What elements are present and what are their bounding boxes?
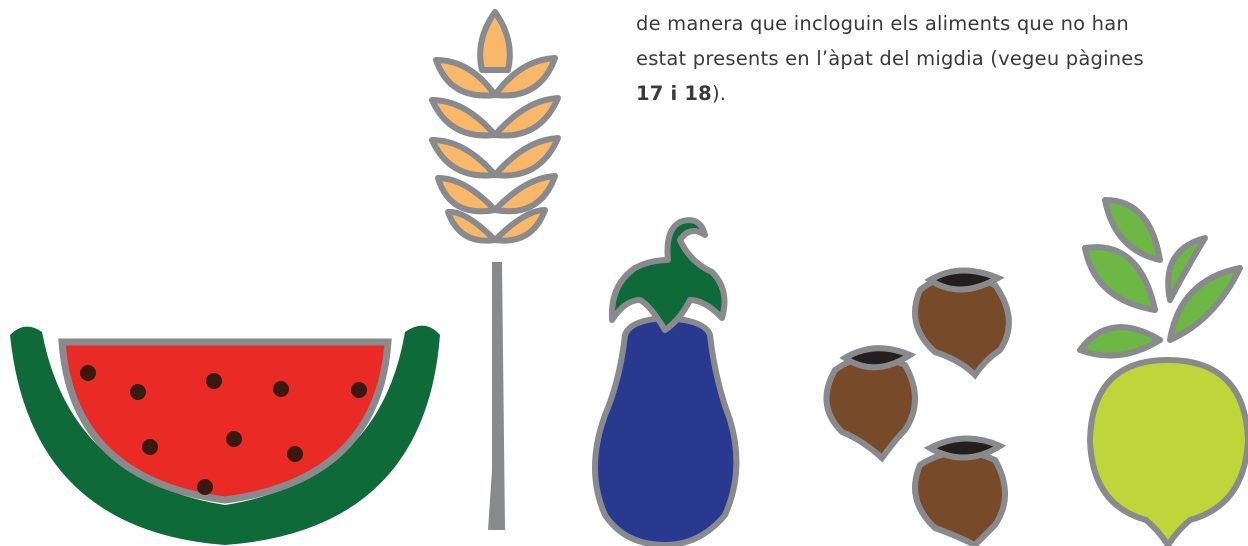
bold-reference: 17 i 18	[636, 82, 712, 105]
hazelnuts	[826, 276, 1008, 545]
paragraph: de manera que incloguin els aliments que…	[636, 6, 1248, 111]
page: de manera que incloguin els aliments que…	[0, 0, 1248, 546]
text-line: estat presents en l’àpat del migdia (veg…	[636, 41, 1248, 76]
text-line: de manera que incloguin els aliments que…	[636, 6, 1248, 41]
wheat-ear	[432, 12, 558, 241]
wheat-stalk	[488, 262, 505, 530]
text-line: 17 i 18).	[636, 76, 1248, 111]
turnip-leaves	[1080, 200, 1240, 356]
text-end: ).	[712, 82, 726, 105]
turnip-bulb	[1090, 360, 1248, 545]
eggplant-cap	[612, 220, 725, 330]
eggplant-body	[595, 318, 736, 545]
